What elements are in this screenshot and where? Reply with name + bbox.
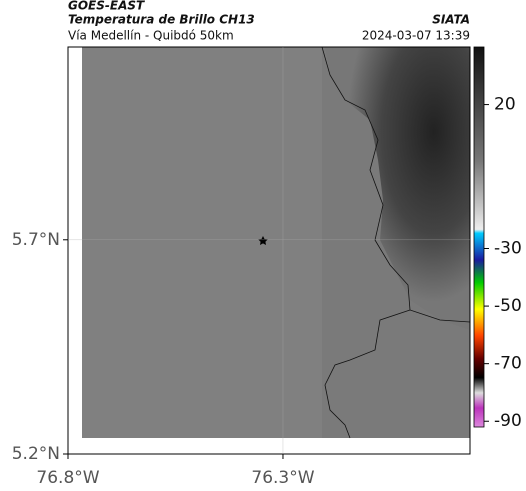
subtitle: Vía Medellín - Quibdó 50km (68, 29, 234, 43)
x-tick-label: 76.3°W (251, 468, 314, 488)
colorbar (473, 46, 485, 428)
cloud-region (325, 47, 470, 330)
location-marker (258, 236, 268, 245)
map-frame (67, 46, 471, 455)
image-texture (82, 47, 322, 438)
colorbar-tick-label: -90 (494, 411, 522, 431)
y-tick-label: 5.7°N (12, 230, 60, 250)
colorbar-tick-label: -70 (494, 354, 522, 374)
satellite-image (82, 46, 471, 439)
colorbar-tick-label: -30 (494, 239, 522, 259)
colorbar-tick-label: -50 (494, 296, 522, 316)
brand: SIATA (432, 13, 470, 27)
timestamp: 2024-03-07 13:39 (362, 29, 470, 43)
title: Temperatura de Brillo CH13 (68, 13, 255, 27)
y-tick-label: 5.2°N (12, 444, 60, 464)
source: GOES-EAST (68, 0, 145, 13)
colorbar-tick-label: 20 (494, 95, 516, 115)
header: GOES-EAST Temperatura de Brillo CH13 Vía… (68, 0, 470, 43)
x-tick-label: 76.8°W (36, 468, 99, 488)
boundary-line (324, 309, 411, 439)
